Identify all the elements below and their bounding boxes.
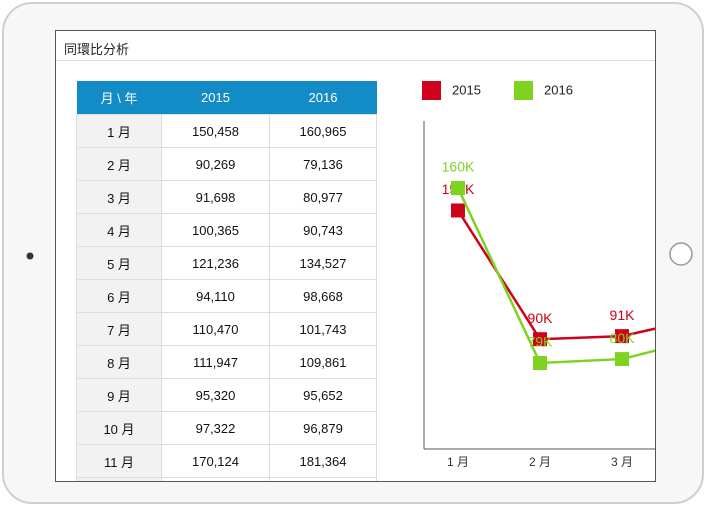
value-cell: 94,110 bbox=[161, 279, 270, 313]
table-row: 10 月 97,322 96,879 bbox=[76, 411, 377, 445]
table-row: 2 月 90,269 79,136 bbox=[76, 147, 377, 181]
value-cell: 109,861 bbox=[269, 345, 377, 379]
camera bbox=[26, 252, 34, 260]
value-cell: 170,124 bbox=[161, 444, 270, 478]
data-table: 月 \ 年 2015 2016 1 月 150,458 160,965 2 月 90,269… bbox=[76, 81, 377, 481]
month-cell: 3 月 bbox=[76, 180, 162, 214]
table-row: 3 月 91,698 80,977 bbox=[76, 180, 377, 214]
table-row: 11 月 170,124 181,364 bbox=[76, 444, 377, 478]
legend-label: 2016 bbox=[544, 82, 573, 97]
month-cell: 10 月 bbox=[76, 411, 162, 445]
point bbox=[615, 352, 629, 367]
point bbox=[451, 181, 465, 195]
panel-title: 同環比分析 bbox=[64, 42, 130, 57]
table-body: 1 月 150,458 160,965 2 月 90,269 79,136 3 月 91,69… bbox=[76, 114, 377, 481]
data-label: 80K bbox=[610, 330, 636, 346]
value-cell: 141,515 bbox=[269, 477, 377, 481]
table-row: 5 月 121,236 134,527 bbox=[76, 246, 377, 280]
value-cell: 90,743 bbox=[269, 213, 377, 247]
data-label: 91K bbox=[610, 307, 636, 323]
month-cell: 9 月 bbox=[76, 378, 162, 412]
value-cell: 121,236 bbox=[161, 246, 270, 280]
point bbox=[533, 332, 547, 347]
value-cell: 150,458 bbox=[161, 114, 270, 148]
table-header: 月 \ 年 2015 2016 bbox=[76, 81, 377, 115]
legend-swatch bbox=[422, 81, 441, 100]
screen: 同環比分析 月 \ 年 2015 2016 1 月 150,458 160,965 2 月… bbox=[55, 30, 656, 482]
home-button[interactable] bbox=[669, 242, 693, 266]
value-cell: 96,879 bbox=[269, 411, 377, 445]
legend-swatch bbox=[514, 81, 533, 100]
value-cell: 111,947 bbox=[161, 345, 270, 379]
header-cell: 2015 bbox=[161, 81, 270, 115]
chart: 1 月2 月3 月2015150K90K91K2016160K79K80K bbox=[422, 81, 655, 469]
value-cell: 79,136 bbox=[269, 147, 377, 181]
month-cell: 2 月 bbox=[76, 147, 162, 181]
table-row: 9 月 95,320 95,652 bbox=[76, 378, 377, 412]
title-rule bbox=[56, 60, 655, 61]
table-row: 6 月 94,110 98,668 bbox=[76, 279, 377, 313]
legend-label: 2015 bbox=[452, 82, 481, 97]
point bbox=[615, 329, 629, 344]
x-tick-label: 1 月 bbox=[447, 455, 469, 469]
point bbox=[533, 356, 547, 370]
month-cell: 11 月 bbox=[76, 444, 162, 478]
header-cell: 2016 bbox=[269, 81, 377, 115]
table-row: 12 月130,698141,515 bbox=[76, 477, 377, 481]
value-cell: 101,743 bbox=[269, 312, 377, 346]
x-tick-label: 3 月 bbox=[611, 455, 633, 469]
point bbox=[451, 203, 465, 218]
x-tick-label: 2 月 bbox=[529, 455, 551, 469]
value-cell: 95,320 bbox=[161, 378, 270, 412]
value-cell: 97,322 bbox=[161, 411, 270, 445]
header-cell: 月 \ 年 bbox=[76, 81, 162, 115]
month-cell: 5 月 bbox=[76, 246, 162, 280]
data-label: 90K bbox=[528, 310, 554, 326]
series-line bbox=[456, 187, 655, 365]
table-row: 4 月 100,365 90,743 bbox=[76, 213, 377, 247]
data-label: 79K bbox=[528, 334, 554, 350]
value-cell: 90,269 bbox=[161, 147, 270, 181]
table-row: 7 月 110,470 101,743 bbox=[76, 312, 377, 346]
month-cell: 7 月 bbox=[76, 312, 162, 346]
data-label: 160K bbox=[442, 159, 475, 175]
table-row: 8 月 111,947 109,861 bbox=[76, 345, 377, 379]
value-cell: 181,364 bbox=[269, 444, 377, 478]
value-cell: 95,652 bbox=[269, 378, 377, 412]
value-cell: 134,527 bbox=[269, 246, 377, 280]
